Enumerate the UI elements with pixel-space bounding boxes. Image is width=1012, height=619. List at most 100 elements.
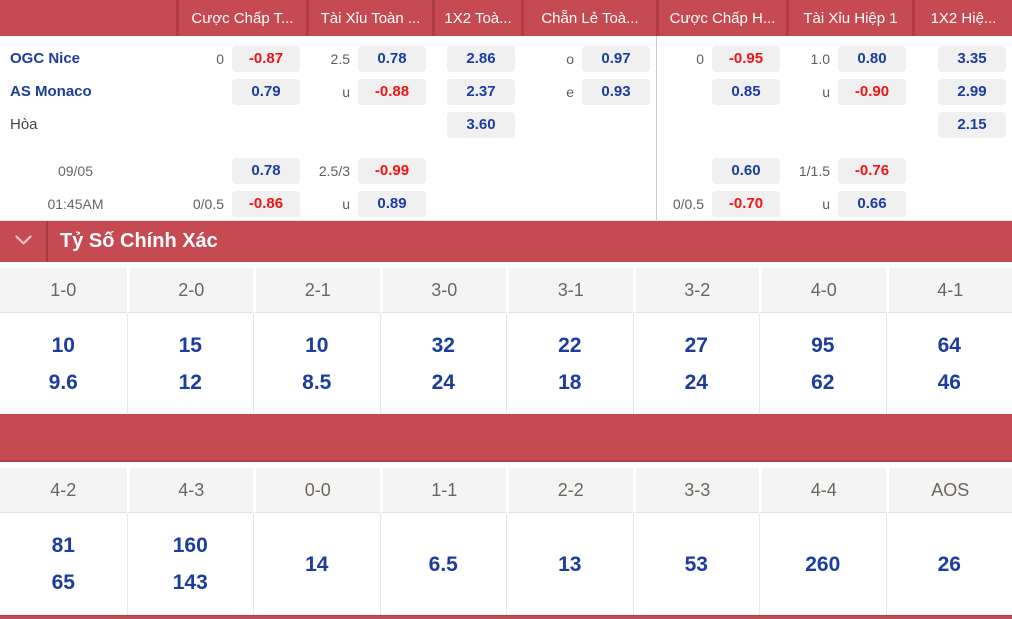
odds-pill[interactable]: 3.60 <box>447 111 515 138</box>
odds-cell: 0.79 <box>176 75 306 108</box>
odds-column-header-2: 1X2 Toà... <box>432 0 521 36</box>
odds-pill[interactable]: -0.76 <box>838 157 906 184</box>
score-odds-cell-2-2[interactable]: 13 <box>506 513 633 615</box>
odds-column-header-0: Cược Chấp T... <box>176 0 306 36</box>
section-header-divider <box>46 221 48 262</box>
odds-cell: 2.5 0.78 <box>306 42 432 75</box>
score-header-cell-2-0: 2-0 <box>126 268 253 313</box>
handicap-label: 0/0.5 <box>192 195 224 212</box>
score-odds-cell-4-4[interactable]: 260 <box>759 513 886 615</box>
match-time: 01:45AM <box>47 195 104 212</box>
handicap-label: 2.5/3 <box>318 162 350 179</box>
odds-pill[interactable]: 0.66 <box>838 190 906 217</box>
odds-pill[interactable]: 0.97 <box>582 45 650 72</box>
score-odds-value: 9.6 <box>48 370 78 394</box>
odds-pill[interactable]: 0.60 <box>712 157 780 184</box>
odds-pill[interactable]: 0.78 <box>358 45 426 72</box>
score-odds-row-2: 81 65 160 143 14 6.5 13 53 260 26 <box>0 513 1012 615</box>
score-header-cell-3-0: 3-0 <box>379 268 506 313</box>
handicap-label: e <box>566 83 574 100</box>
score-odds-value: 24 <box>431 370 455 394</box>
odds-pill[interactable]: 2.37 <box>447 78 515 105</box>
odds-cell: 2.99 <box>912 75 1012 108</box>
odds-cell <box>656 108 786 141</box>
score-odds-cell-1-1[interactable]: 6.5 <box>379 513 507 615</box>
score-odds-value: 95 <box>811 333 835 357</box>
odds-cell: 2.15 <box>912 108 1012 141</box>
odds-pill[interactable]: 3.35 <box>938 45 1006 72</box>
score-header-cell-4-0: 4-0 <box>759 268 886 313</box>
score-odds-cell-3-0[interactable]: 32 24 <box>379 313 507 414</box>
odds-pill[interactable]: -0.90 <box>838 78 906 105</box>
odds-pill[interactable]: -0.70 <box>712 190 780 217</box>
odds-cell <box>912 154 1012 187</box>
odds-cell: 2.5/3 -0.99 <box>306 154 432 187</box>
odds-cell: e 0.93 <box>521 75 656 108</box>
odds-column-header-3: Chẵn Lẻ Toà... <box>521 0 656 36</box>
score-header-cell-4-3: 4-3 <box>126 468 253 513</box>
team-name: AS Monaco <box>10 83 92 100</box>
odds-cell: u -0.88 <box>306 75 432 108</box>
odds-pill[interactable]: 0.89 <box>358 190 426 217</box>
odds-cell: 3.60 <box>432 108 521 141</box>
odds-pill[interactable]: 0.93 <box>582 78 650 105</box>
handicap-label: u <box>822 195 830 212</box>
score-header-cell-1-0: 1-0 <box>0 268 127 313</box>
odds-pill[interactable]: 2.15 <box>938 111 1006 138</box>
odds-cell: 0.60 <box>656 154 786 187</box>
handicap-label: 1/1.5 <box>798 162 830 179</box>
odds-pill[interactable]: 0.80 <box>838 45 906 72</box>
score-header-cell-2-2: 2-2 <box>506 468 633 513</box>
score-odds-cell-2-0[interactable]: 15 12 <box>126 313 254 414</box>
odds-pill[interactable]: 0.85 <box>712 78 780 105</box>
score-odds-value: 18 <box>558 370 582 394</box>
score-odds-cell-4-1[interactable]: 64 46 <box>885 313 1012 414</box>
score-odds-row-1: 10 9.6 15 12 10 8.5 32 24 22 18 27 24 95 62 64 46 <box>0 313 1012 414</box>
score-odds-cell-4-2[interactable]: 81 65 <box>0 513 127 615</box>
odds-pill[interactable]: -0.87 <box>232 45 300 72</box>
score-header-row-2: 4-2 4-3 0-0 1-1 2-2 3-3 4-4 AOS <box>0 468 1012 513</box>
odds-pill[interactable]: 2.99 <box>938 78 1006 105</box>
odds-pill[interactable]: 0.79 <box>232 78 300 105</box>
odds-pill[interactable]: 0.78 <box>232 157 300 184</box>
odds-cell: 2.37 <box>432 75 521 108</box>
handicap-label: 0 <box>696 50 704 67</box>
match-date: 09/05 <box>57 162 94 179</box>
handicap-label: u <box>342 83 350 100</box>
score-header-cell-3-1: 3-1 <box>506 268 633 313</box>
score-odds-cell-1-0[interactable]: 10 9.6 <box>0 313 127 414</box>
bottom-accent-bar <box>0 615 1012 619</box>
odds-pill[interactable]: -0.95 <box>712 45 780 72</box>
score-odds-value: 27 <box>684 333 708 357</box>
odds-cell <box>521 154 656 187</box>
collapse-section-button[interactable] <box>0 221 46 262</box>
score-odds-cell-2-1[interactable]: 10 8.5 <box>253 313 380 414</box>
score-header-cell-1-1: 1-1 <box>379 468 506 513</box>
score-odds-cell-3-2[interactable]: 27 24 <box>632 313 760 414</box>
score-odds-cell-0-0[interactable]: 14 <box>253 513 380 615</box>
odds-cell <box>786 108 912 141</box>
chevron-down-icon <box>14 233 32 251</box>
score-odds-cell-4-0[interactable]: 95 62 <box>759 313 886 414</box>
odds-cell: 0.78 <box>176 154 306 187</box>
score-odds-value: 10 <box>305 333 329 357</box>
score-odds-value: 8.5 <box>302 370 332 394</box>
handicap-label: u <box>822 83 830 100</box>
odds-pill[interactable]: -0.99 <box>358 157 426 184</box>
odds-pill[interactable]: 2.86 <box>447 45 515 72</box>
odds-cell: 0/0.5 -0.70 <box>656 187 786 220</box>
score-odds-value: 6.5 <box>428 552 458 576</box>
team-name: OGC Nice <box>10 50 81 67</box>
odds-cell <box>432 154 521 187</box>
score-odds-cell-3-1[interactable]: 22 18 <box>506 313 633 414</box>
score-odds-cell-4-3[interactable]: 160 143 <box>126 513 254 615</box>
odds-pill[interactable]: -0.86 <box>232 190 300 217</box>
odds-cell: o 0.97 <box>521 42 656 75</box>
score-header-cell-4-2: 4-2 <box>0 468 127 513</box>
odds-pill[interactable]: -0.88 <box>358 78 426 105</box>
score-odds-value: 24 <box>684 370 708 394</box>
score-odds-cell-3-3[interactable]: 53 <box>632 513 760 615</box>
odds-cell: 0 -0.87 <box>176 42 306 75</box>
handicap-label: o <box>566 50 574 67</box>
score-odds-cell-AOS[interactable]: 26 <box>885 513 1012 615</box>
